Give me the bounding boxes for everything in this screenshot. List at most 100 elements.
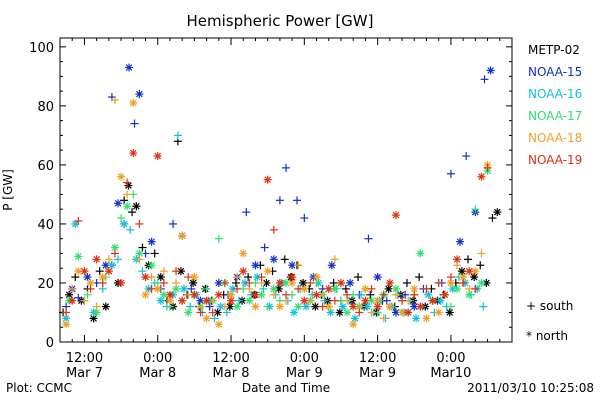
series-noaa-15 <box>62 63 495 317</box>
data-point-north <box>289 308 298 317</box>
data-point-south <box>80 296 89 305</box>
data-point-north <box>189 278 198 287</box>
data-point-north <box>274 284 283 293</box>
data-point-south <box>220 302 229 311</box>
data-point-south <box>242 208 251 217</box>
series-metp-02 <box>59 137 502 323</box>
y-tick-label: 60 <box>37 159 54 174</box>
data-point-south <box>402 278 411 287</box>
data-point-south <box>214 234 223 243</box>
data-point-south <box>282 290 290 299</box>
y-tick-label: 20 <box>37 277 54 292</box>
data-point-north <box>385 278 394 287</box>
y-tick-label: 100 <box>29 41 54 56</box>
data-point-south <box>110 95 119 104</box>
data-point-south <box>459 278 468 287</box>
data-point-south <box>126 225 135 234</box>
data-point-south <box>446 273 455 282</box>
data-point-north <box>83 273 92 282</box>
footer-plot-credit: Plot: CCMC <box>6 381 72 395</box>
data-point-south <box>367 284 376 293</box>
data-point-south <box>300 214 309 223</box>
data-point-north <box>456 237 465 246</box>
data-point-north <box>110 243 119 252</box>
data-point-north <box>179 284 188 293</box>
data-point-south <box>382 296 391 305</box>
y-axis: 0 20 40 60 80 100 <box>29 41 512 351</box>
data-point-south <box>401 290 410 299</box>
data-point-north <box>416 249 425 258</box>
data-point-south <box>138 243 147 252</box>
data-point-north <box>135 249 144 258</box>
data-point-south <box>355 308 364 317</box>
series-noaa-16 <box>62 131 488 323</box>
data-point-north <box>361 296 370 305</box>
data-point-north <box>326 308 335 317</box>
data-point-south <box>147 284 156 293</box>
y-tick-label: 0 <box>46 336 54 351</box>
data-point-north <box>196 296 205 305</box>
data-point-north <box>391 211 400 220</box>
data-point-north <box>373 302 382 311</box>
data-point-south <box>471 284 480 293</box>
data-point-south <box>62 308 71 317</box>
data-point-north <box>92 308 101 317</box>
data-point-north <box>453 284 462 293</box>
data-point-south <box>159 278 168 287</box>
data-point-north <box>153 284 162 293</box>
data-point-north <box>477 172 486 181</box>
data-point-south <box>410 290 419 299</box>
x-tick-time: 12:00 <box>359 351 396 366</box>
data-point-south <box>480 75 489 84</box>
data-point-south <box>343 290 352 299</box>
x-tick-date: Mar10 <box>430 366 471 381</box>
data-point-north <box>251 302 260 311</box>
data-point-south <box>123 190 132 199</box>
chart-title: Hemispheric Power [GW] <box>187 12 374 30</box>
data-point-north <box>311 302 320 311</box>
data-point-north <box>434 308 443 317</box>
data-point-south <box>123 178 132 187</box>
data-point-north <box>302 302 311 311</box>
data-point-north <box>147 237 156 246</box>
data-point-north <box>141 273 150 282</box>
data-point-north <box>275 278 284 287</box>
data-point-north <box>493 208 502 217</box>
data-point-south <box>169 219 177 228</box>
data-point-north <box>453 255 462 264</box>
data-point-north <box>263 175 272 184</box>
data-point-north <box>147 261 156 270</box>
data-point-north <box>470 273 479 282</box>
data-point-south <box>391 290 400 299</box>
data-point-north <box>153 152 162 161</box>
data-point-south <box>483 163 492 172</box>
data-point-south <box>330 296 339 305</box>
data-point-north <box>288 273 297 282</box>
data-point-north <box>349 320 358 329</box>
data-point-north <box>346 278 355 287</box>
data-point-north <box>74 252 83 261</box>
data-point-south <box>479 302 488 311</box>
data-point-south <box>210 314 219 323</box>
data-point-south <box>462 152 471 161</box>
data-point-south <box>74 216 83 225</box>
x-tick-time: 12:00 <box>212 351 249 366</box>
data-point-north <box>101 261 110 270</box>
data-point-north <box>120 219 129 228</box>
data-point-north <box>330 284 339 293</box>
data-point-south <box>282 163 290 172</box>
data-point-south <box>83 290 92 299</box>
data-point-north <box>159 290 168 299</box>
data-point-north <box>74 267 83 276</box>
x-tick-time: 0:00 <box>436 351 465 366</box>
data-point-south <box>172 278 181 287</box>
data-point-north <box>101 302 110 311</box>
data-point-south <box>138 267 147 276</box>
data-point-south <box>263 302 272 311</box>
x-tick-date: Mar 7 <box>66 366 103 381</box>
legend-entry: NOAA-17 <box>528 109 582 123</box>
data-point-north <box>178 231 187 240</box>
data-point-south <box>233 273 242 282</box>
x-axis-label: Date and Time <box>242 381 330 395</box>
data-point-north <box>117 172 126 181</box>
